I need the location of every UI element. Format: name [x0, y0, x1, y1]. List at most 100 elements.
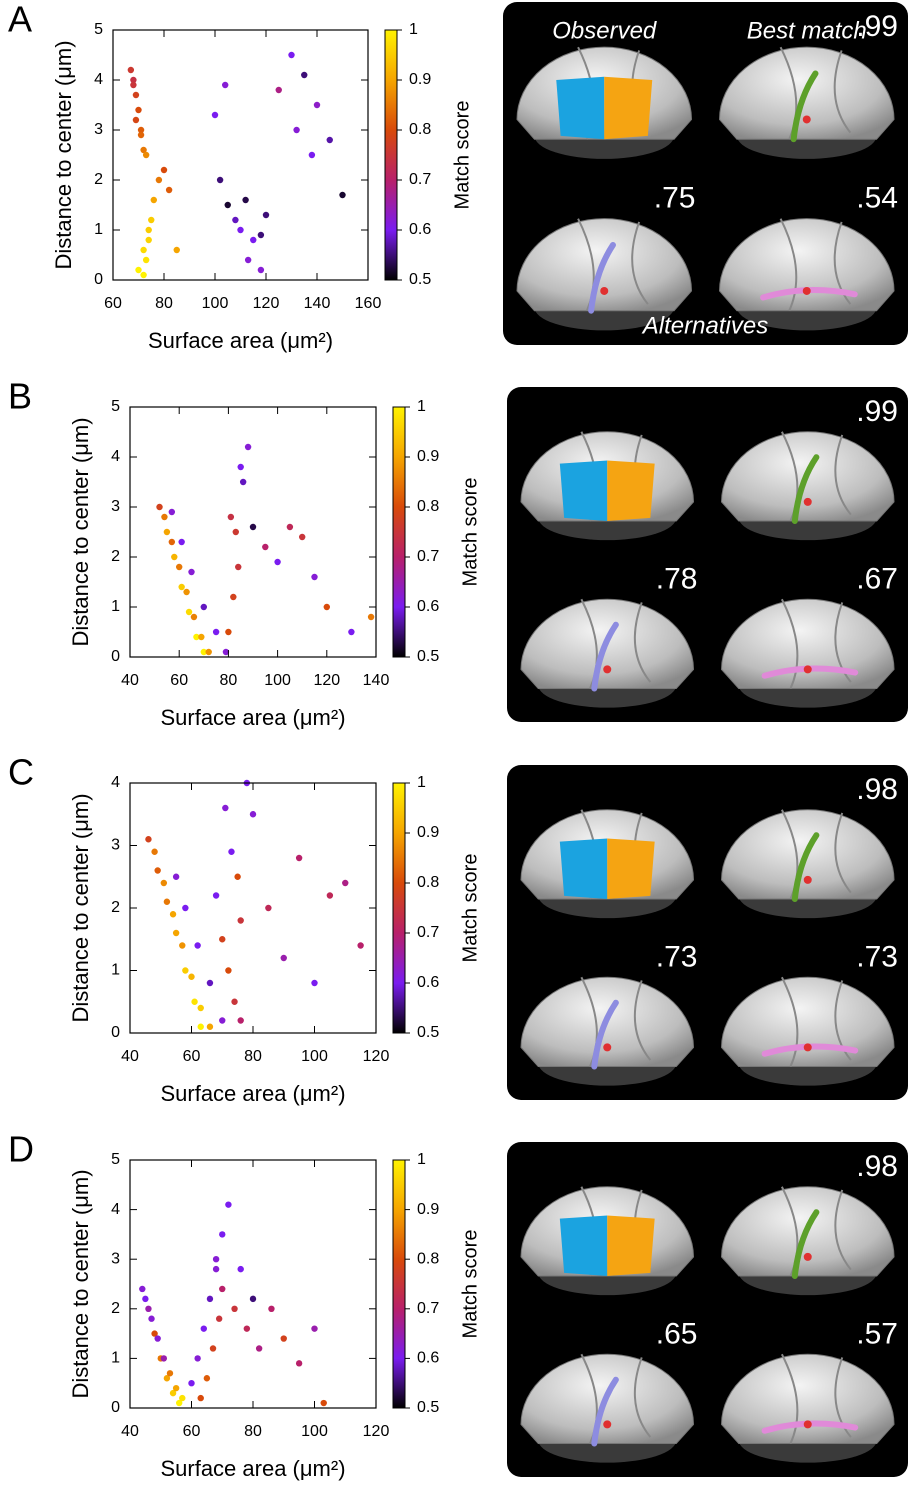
colorbar-tick-label: 0.7: [417, 924, 439, 941]
point: [145, 226, 152, 234]
colorbar-label: Match score: [451, 101, 473, 210]
panel-label: C: [8, 752, 34, 793]
point: [182, 904, 189, 912]
x-tick-label: 100: [301, 1048, 328, 1065]
point: [219, 1017, 226, 1024]
alternatives-label: Alternatives: [641, 312, 768, 339]
x-tick-label: 120: [313, 672, 340, 689]
point: [326, 136, 333, 144]
colorbar-tick-label: 0.5: [417, 1024, 439, 1041]
point: [178, 583, 185, 591]
point: [130, 81, 137, 89]
x-tick-label: 80: [244, 1423, 262, 1440]
match-score: .75: [654, 181, 696, 214]
y-tick-label: 4: [111, 774, 120, 791]
point: [166, 1370, 174, 1377]
point: [132, 91, 140, 99]
point: [280, 1335, 287, 1342]
x-tick-label: 100: [301, 1423, 328, 1440]
point: [200, 1325, 207, 1332]
center-marker: [603, 1420, 612, 1429]
point: [190, 613, 198, 621]
point: [224, 201, 231, 209]
point: [165, 186, 173, 194]
point: [160, 879, 168, 887]
point: [161, 513, 168, 521]
embryo-dome: [720, 598, 895, 689]
point: [243, 1325, 251, 1332]
point: [301, 71, 308, 79]
match-score: .98: [856, 1150, 898, 1183]
contact-surface: [790, 70, 819, 143]
y-tick-label: 1: [94, 221, 103, 238]
match-score: .73: [656, 940, 698, 973]
observed-cell-a: [559, 1215, 608, 1276]
colorbar-tick-label: 1: [417, 774, 426, 791]
point: [163, 528, 171, 536]
point: [148, 1315, 155, 1322]
point: [257, 266, 265, 274]
point: [197, 1023, 204, 1030]
colorbar-tick-label: 0.5: [417, 648, 439, 665]
point: [257, 231, 265, 239]
x-tick-label: 40: [121, 672, 139, 689]
point: [135, 106, 142, 114]
y-tick-label: 0: [94, 271, 103, 288]
point: [211, 111, 219, 119]
colorbar-label: Match score: [459, 1230, 481, 1339]
point: [212, 1265, 220, 1273]
x-tick-label: 60: [183, 1048, 201, 1065]
point: [135, 266, 142, 274]
point: [172, 929, 180, 937]
x-tick-label: 60: [183, 1423, 201, 1440]
x-tick-label: 60: [170, 672, 188, 689]
point: [142, 1295, 149, 1303]
point: [274, 558, 281, 566]
observed-cell-b: [607, 1215, 655, 1276]
observed-cell-a: [559, 838, 608, 899]
point: [156, 503, 163, 511]
point: [130, 76, 137, 84]
point: [198, 633, 205, 641]
embryo-dome: [720, 1353, 895, 1444]
y-tick-label: 0: [111, 1399, 120, 1416]
point: [348, 628, 355, 636]
point: [249, 523, 257, 531]
y-tick-label: 2: [111, 548, 120, 565]
point: [225, 628, 232, 636]
colorbar: [392, 406, 406, 658]
contact-surface: [791, 1209, 820, 1279]
best-match-label: Best match: [747, 17, 867, 44]
point: [237, 1265, 244, 1273]
cell-boundary: [780, 598, 852, 689]
point: [235, 563, 242, 571]
point: [313, 101, 321, 109]
point: [188, 568, 195, 576]
point: [194, 942, 201, 949]
point: [230, 593, 237, 601]
point: [188, 973, 195, 980]
point: [288, 51, 295, 59]
point: [342, 879, 349, 887]
point: [197, 1004, 204, 1012]
point: [242, 196, 249, 204]
point: [127, 66, 135, 74]
point: [205, 648, 212, 656]
point: [151, 1330, 158, 1337]
center-marker: [803, 1043, 812, 1052]
y-tick-label: 3: [111, 837, 120, 854]
point: [215, 1315, 223, 1322]
point: [219, 1231, 226, 1238]
point: [225, 1201, 232, 1208]
point: [150, 196, 157, 204]
point: [326, 892, 334, 899]
point: [176, 1399, 183, 1407]
panel-label: A: [8, 0, 32, 40]
point: [168, 538, 176, 546]
x-axis-label: Surface area (μm²): [160, 705, 345, 730]
colorbar: [392, 782, 406, 1034]
colorbar-tick-label: 0.5: [409, 271, 431, 288]
point: [357, 942, 364, 949]
colorbar-tick-label: 0.6: [409, 221, 431, 238]
point: [200, 648, 207, 656]
